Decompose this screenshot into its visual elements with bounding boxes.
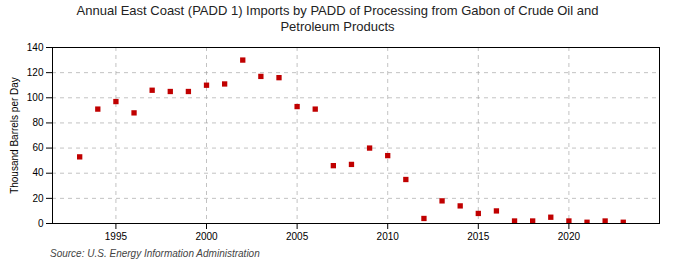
svg-text:Thousand Barrels per Day: Thousand Barrels per Day bbox=[9, 77, 20, 194]
svg-text:20: 20 bbox=[32, 193, 44, 204]
svg-text:2020: 2020 bbox=[558, 231, 581, 242]
svg-text:1995: 1995 bbox=[105, 231, 128, 242]
svg-text:2015: 2015 bbox=[467, 231, 490, 242]
svg-text:2000: 2000 bbox=[195, 231, 218, 242]
svg-text:140: 140 bbox=[27, 42, 44, 53]
svg-text:100: 100 bbox=[27, 92, 44, 103]
html-text:Source: U.S. Energy Informatio: Source: U.S. Energy Information Administ… bbox=[50, 248, 260, 259]
html-text:Annual East Coast (PADD 1) Imp: Annual East Coast (PADD 1) Imports by PA… bbox=[76, 3, 599, 34]
svg-text:120: 120 bbox=[27, 67, 44, 78]
svg-text:0: 0 bbox=[38, 218, 44, 229]
svg-text:80: 80 bbox=[32, 117, 44, 128]
svg-text:2005: 2005 bbox=[286, 231, 309, 242]
svg-text:2010: 2010 bbox=[377, 231, 400, 242]
svg-text:40: 40 bbox=[32, 167, 44, 178]
svg-text:60: 60 bbox=[32, 142, 44, 153]
